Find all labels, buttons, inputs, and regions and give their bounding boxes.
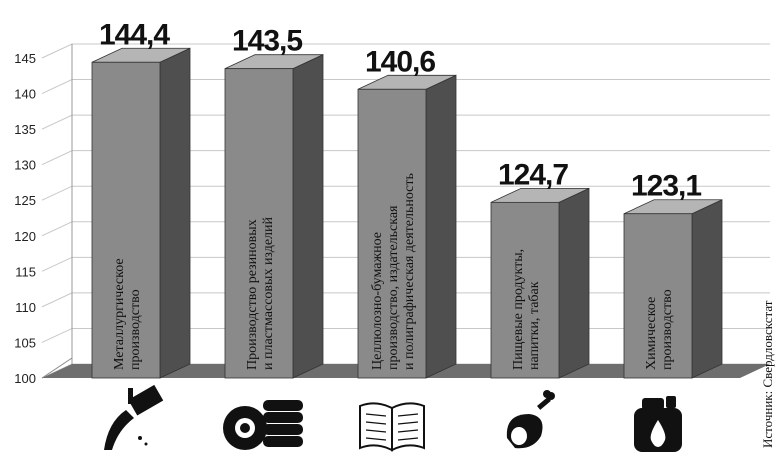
y-tick-label: 120 [14, 229, 36, 244]
y-axis: 100 105 110 115 120 125 130 135 140 145 [14, 51, 73, 386]
category-label-line: производство [128, 289, 143, 370]
bar-side [292, 54, 324, 379]
category-label-line: производство [660, 289, 675, 370]
category-label-line: Пищевые продукты, [511, 249, 526, 370]
y-tick-label: 135 [14, 122, 36, 137]
metal-ladle-icon [104, 384, 164, 450]
category-label-line: и пластмассовых изделий [261, 216, 276, 370]
category-label: Пищевые продукты,напитки, табак [511, 249, 542, 370]
bar: 140,6 Целлюлозно-бумажноепроизводство, из… [357, 45, 457, 379]
bar: 144,4 Металлургическоепроизводство [91, 18, 191, 379]
category-label-line: производство, издательская [386, 205, 401, 370]
grid [41, 43, 770, 379]
y-tick-label: 100 [14, 371, 36, 386]
value-label: 124,7 [498, 158, 568, 191]
category-label-line: Целлюлозно-бумажное [370, 232, 385, 370]
category-label-line: напитки, табак [527, 281, 542, 370]
category-icons [104, 384, 682, 452]
y-tick-label: 140 [14, 87, 36, 102]
category-label-line: Химическое [644, 297, 659, 370]
open-book-icon [359, 402, 425, 452]
ham-leg-icon [506, 390, 555, 449]
source-note: Источник: Свердловскстат [760, 300, 775, 448]
value-label: 140,6 [365, 45, 435, 78]
value-label: 144,4 [99, 18, 170, 51]
bars: 144,4Металлургическоепроизводство143,5Пр… [91, 18, 723, 379]
bar-front [490, 201, 560, 379]
tires-icon [223, 400, 303, 450]
y-tick-label: 110 [15, 300, 36, 315]
bar-front [224, 68, 294, 379]
bar-side [425, 74, 457, 379]
category-label-line: Металлургическое [112, 258, 127, 370]
bar: 124,7 Пищевые продукты,напитки, табак [490, 158, 590, 379]
category-label-line: и полиграфическая деятельность [402, 173, 417, 370]
category-label: Целлюлозно-бумажноепроизводство, издател… [370, 173, 417, 370]
bar-side [558, 187, 590, 379]
value-label: 123,1 [631, 170, 701, 203]
chemical-canister-icon [634, 396, 682, 452]
category-label: Производство резиновыхи пластмассовых из… [245, 216, 276, 370]
bar: 123,1 Химическоепроизводство [623, 170, 723, 379]
bar-front [91, 61, 161, 379]
y-tick-label: 115 [15, 264, 36, 279]
category-label-line: Производство резиновых [245, 219, 260, 370]
y-tick-label: 130 [14, 158, 36, 173]
bar-side [691, 199, 723, 379]
value-label: 143,5 [232, 25, 302, 58]
y-tick-label: 105 [14, 335, 36, 350]
bar-side [159, 47, 191, 379]
bar: 143,5 Производство резиновыхи пластмассов… [224, 25, 324, 379]
category-label: Металлургическоепроизводство [112, 258, 143, 370]
y-tick-label: 125 [14, 193, 36, 208]
bar-front [357, 88, 427, 379]
bar-front [623, 213, 693, 379]
y-tick-label: 145 [14, 51, 36, 66]
category-label: Химическоепроизводство [644, 289, 675, 370]
y-axis-line [41, 357, 73, 379]
